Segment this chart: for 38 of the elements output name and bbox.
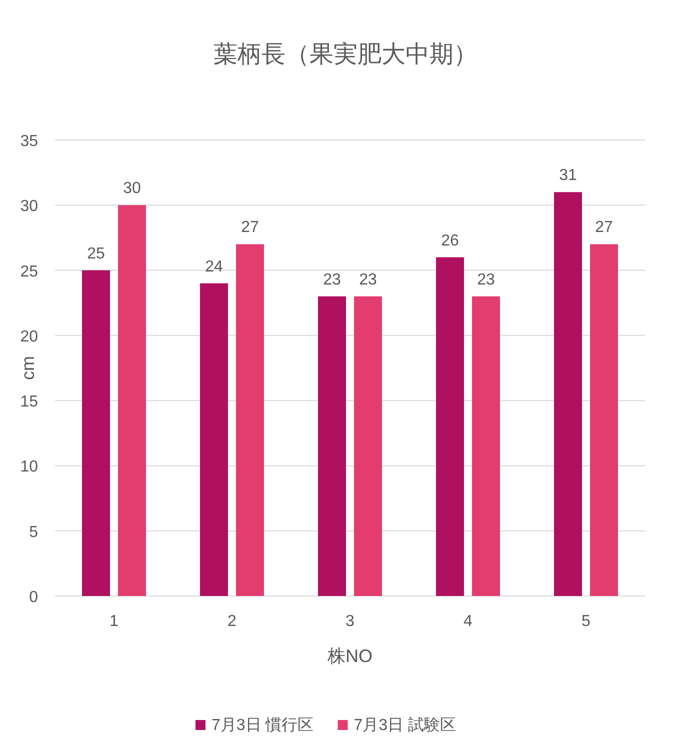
- y-tick-label: 35: [20, 133, 38, 150]
- y-tick-label: 5: [29, 524, 38, 541]
- bar: [318, 296, 346, 596]
- data-label: 23: [477, 271, 495, 288]
- bar: [590, 244, 618, 596]
- bar: [436, 257, 464, 596]
- data-label: 31: [559, 167, 577, 184]
- data-label: 25: [87, 245, 105, 262]
- bar: [236, 244, 264, 596]
- y-tick-label: 10: [20, 458, 38, 476]
- y-tick-label: 0: [29, 589, 38, 606]
- bar: [554, 192, 582, 596]
- chart-title: 葉柄長（果実肥大中期）: [214, 41, 478, 68]
- bar: [354, 296, 382, 596]
- x-tick-label: 5: [582, 613, 591, 630]
- legend-label: 7月3日 試験区: [354, 716, 456, 734]
- bar: [82, 270, 110, 596]
- legend-label: 7月3日 慣行区: [212, 717, 314, 734]
- x-tick-label: 4: [464, 613, 473, 630]
- x-tick-label: 3: [346, 613, 355, 630]
- bar: [200, 283, 228, 596]
- data-label: 23: [323, 271, 341, 288]
- data-label: 30: [123, 180, 141, 198]
- x-tick-label: 1: [110, 613, 119, 630]
- data-label: 23: [359, 271, 377, 288]
- x-axis-title: 株NO: [326, 646, 372, 666]
- y-axis-title: cm: [18, 356, 38, 380]
- bar: [118, 205, 146, 596]
- bar: [472, 296, 500, 596]
- data-label: 27: [241, 219, 259, 236]
- data-label: 27: [595, 219, 613, 236]
- data-label: 26: [441, 232, 459, 250]
- y-tick-label: 20: [20, 328, 38, 346]
- x-tick-label: 2: [228, 613, 237, 630]
- y-tick-label: 25: [20, 263, 38, 280]
- y-tick-label: 15: [20, 394, 38, 411]
- y-tick-label: 30: [20, 198, 38, 216]
- data-label: 24: [205, 258, 223, 276]
